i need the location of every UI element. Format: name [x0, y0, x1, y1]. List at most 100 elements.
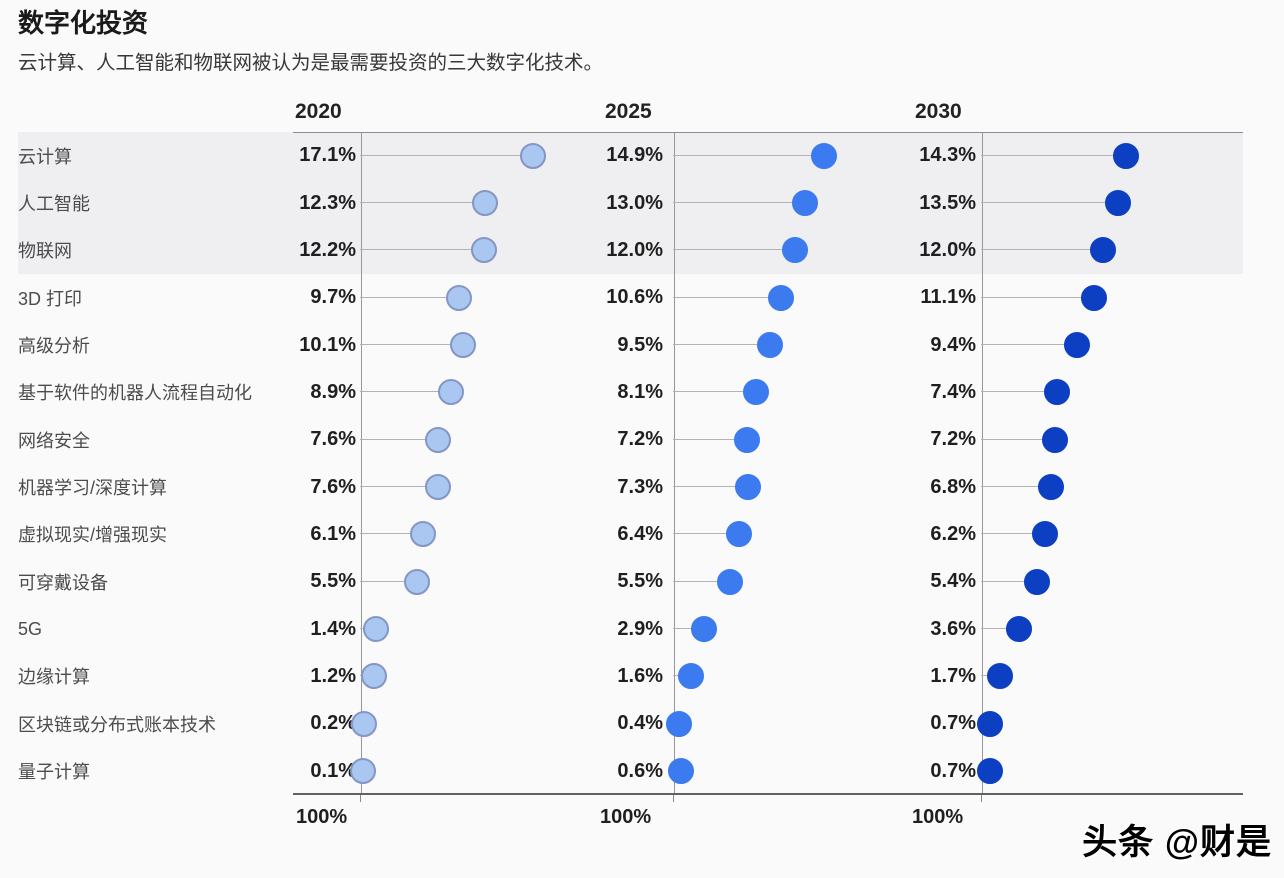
- row-plot-2020: [360, 132, 590, 180]
- row-label: 量子计算: [18, 762, 90, 783]
- row-plot-2020: [350, 747, 590, 795]
- table-row: 虚拟现实/增强现实 6.1% 6.4% 6.2%: [0, 510, 1243, 559]
- row-plot-2025: [673, 321, 890, 369]
- connector-line: [673, 154, 824, 156]
- row-plot-2025: [673, 652, 890, 701]
- connector-line: [981, 296, 1094, 298]
- data-dot-2025: [668, 758, 694, 785]
- connector-line: [673, 202, 805, 204]
- page-title: 数字化投资: [18, 8, 149, 38]
- row-value-2030: 5.4%: [930, 570, 976, 593]
- row-plot-2030: [981, 226, 1243, 275]
- row-plot-2020: [360, 179, 590, 227]
- connector-line: [360, 486, 438, 488]
- row-plot-2025: [673, 132, 890, 180]
- connector-line: [981, 344, 1077, 346]
- table-row: 云计算 17.1% 14.9% 14.3%: [0, 132, 1243, 180]
- row-value-2030: 13.5%: [919, 191, 976, 214]
- row-plot-2020: [360, 368, 590, 417]
- row-value-2020: 1.4%: [310, 617, 356, 640]
- connector-line: [981, 628, 1019, 630]
- total-2025: 100%: [600, 806, 652, 828]
- row-value-2030: 6.2%: [930, 522, 976, 545]
- row-value-2030: 14.3%: [919, 144, 976, 167]
- header-spacer: [0, 98, 283, 125]
- row-value-2025: 6.4%: [617, 522, 663, 545]
- column-header-2025: 2025: [605, 100, 652, 123]
- connector-line: [673, 296, 781, 298]
- connector-line: [360, 202, 485, 204]
- row-label: 边缘计算: [18, 667, 90, 688]
- data-dot-2025: [735, 474, 761, 501]
- data-dot-2020: [425, 426, 451, 453]
- data-dot-2030: [987, 663, 1013, 690]
- connector-line: [981, 154, 1126, 156]
- row-value-2030: 9.4%: [930, 333, 976, 356]
- connector-line: [981, 486, 1051, 488]
- row-plot-2030: [981, 558, 1243, 606]
- data-dot-2025: [811, 142, 837, 169]
- row-label: 3D 打印: [18, 288, 83, 309]
- row-value-2030: 1.7%: [930, 664, 976, 687]
- data-dot-2020: [425, 474, 451, 501]
- row-value-2020: 1.2%: [310, 664, 356, 687]
- row-plot-2020: [360, 558, 590, 606]
- data-dot-2020: [404, 568, 430, 595]
- row-value-2030: 7.4%: [930, 380, 976, 403]
- data-dot-2025: [734, 426, 760, 453]
- row-plot-2025: [673, 416, 890, 464]
- connector-line: [673, 249, 795, 251]
- row-value-2025: 10.6%: [606, 286, 663, 309]
- connector-line: [360, 154, 533, 156]
- data-dot-2030: [1044, 379, 1070, 406]
- connector-line: [673, 486, 748, 488]
- table-row: 机器学习/深度计算 7.6% 7.3% 6.8%: [0, 463, 1243, 511]
- row-value-2030: 0.7%: [930, 759, 976, 782]
- row-plot-2030: [977, 700, 1243, 748]
- row-value-2030: 6.8%: [930, 475, 976, 498]
- row-value-2030: 7.2%: [930, 428, 976, 451]
- totals-spacer: [0, 795, 283, 844]
- axis-tick: [981, 795, 982, 802]
- row-plot-2030: [981, 463, 1243, 511]
- column-header-2030: 2030: [915, 100, 962, 123]
- row-plot-2020: [360, 226, 590, 275]
- row-plot-2020: [351, 700, 590, 748]
- row-value-2025: 1.6%: [617, 664, 663, 687]
- connector-line: [360, 344, 463, 346]
- connector-line: [981, 533, 1045, 535]
- connector-line: [981, 202, 1118, 204]
- data-dot-2020: [520, 142, 546, 169]
- table-row: 物联网 12.2% 12.0% 12.0%: [0, 226, 1243, 275]
- data-dot-2030: [1032, 521, 1058, 548]
- row-plot-2025: [666, 700, 890, 748]
- row-plot-2025: [668, 747, 890, 795]
- row-value-2020: 6.1%: [310, 522, 356, 545]
- data-dot-2025: [717, 568, 743, 595]
- data-dot-2030: [1090, 237, 1116, 264]
- data-dot-2020: [350, 758, 376, 785]
- row-value-2025: 2.9%: [617, 617, 663, 640]
- table-row: 网络安全 7.6% 7.2% 7.2%: [0, 416, 1243, 464]
- row-plot-2020: [360, 274, 590, 322]
- connector-line: [673, 628, 704, 630]
- row-label: 基于软件的机器人流程自动化: [18, 383, 252, 404]
- row-label: 云计算: [18, 146, 72, 167]
- connector-line: [673, 438, 747, 440]
- data-dot-2025: [691, 616, 717, 643]
- connector-line: [673, 580, 730, 582]
- data-dot-2020: [472, 190, 498, 217]
- connector-line: [360, 533, 423, 535]
- data-dot-2030: [1113, 142, 1139, 169]
- table-row: 可穿戴设备 5.5% 5.5% 5.4%: [0, 558, 1243, 606]
- row-value-2025: 14.9%: [606, 144, 663, 167]
- row-plot-2020: [360, 416, 590, 464]
- data-dot-2025: [678, 663, 704, 690]
- column-headers: 2020 2025 2030: [0, 98, 1243, 125]
- data-dot-2025: [726, 521, 752, 548]
- header-rule: [293, 132, 1243, 133]
- row-value-2025: 7.3%: [617, 475, 663, 498]
- row-value-2025: 5.5%: [617, 570, 663, 593]
- chart-body: 云计算 17.1% 14.9% 14.3% 人工智能 12.3% 13.0% 13.5% 物联网…: [0, 132, 1284, 795]
- row-plot-2025: [673, 226, 890, 275]
